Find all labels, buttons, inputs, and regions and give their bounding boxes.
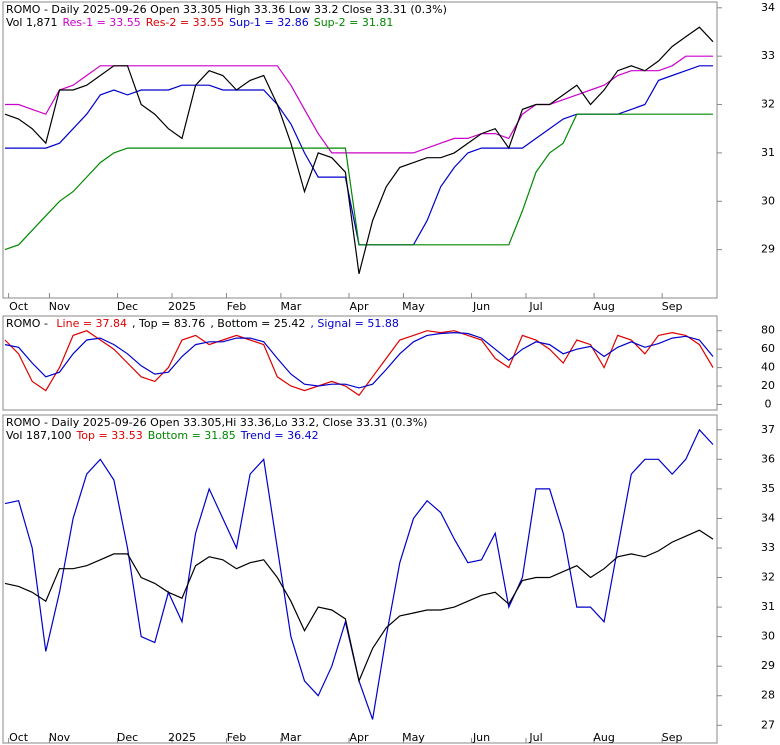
y-tick-label: 33: [761, 49, 775, 62]
panel-header: Vol 1,871 Res-1 = 33.55 Res-2 = 33.55 Sup-1…: [6, 16, 393, 29]
x-tick-label: May: [402, 731, 425, 744]
x-tick-label: 2025: [168, 300, 196, 313]
header-item: Res-1 = 33.55: [62, 16, 140, 29]
y-tick-label: 40: [761, 361, 775, 374]
y-tick-label: 33: [761, 541, 775, 554]
x-tick-label: Jul: [528, 731, 542, 744]
x-tick-label: Nov: [49, 300, 71, 313]
header-item: , Signal = 51.88: [310, 317, 398, 330]
x-tick-label: Jun: [472, 731, 490, 744]
x-tick-label: Sep: [662, 300, 683, 313]
y-tick-label: 31: [761, 600, 775, 613]
y-tick-label: 34: [761, 1, 775, 14]
panel-header: ROMO - Line = 37.84 , Top = 83.76 , Bottom…: [6, 317, 399, 330]
x-tick-label: Feb: [227, 731, 246, 744]
header-item: ROMO - Daily 2025-09-26 Open 33.305,Hi 3…: [6, 416, 427, 429]
panel-header: Vol 187,100 Top = 33.53 Bottom = 31.85 Tren…: [6, 429, 319, 442]
series-line: [4, 529, 714, 683]
x-tick-label: Apr: [349, 300, 369, 313]
header-item: ROMO - Daily 2025-09-26 Open 33.305 High…: [6, 3, 447, 16]
y-tick-label: 20: [761, 379, 775, 392]
panel-header: ROMO - Daily 2025-09-26 Open 33.305,Hi 3…: [6, 416, 427, 429]
header-item: ROMO -: [6, 317, 51, 330]
x-tick-label: Mar: [281, 731, 302, 744]
header-item: Trend = 36.42: [240, 429, 319, 442]
header-item: Top = 33.53: [75, 429, 142, 442]
header-item: , Top = 83.76: [132, 317, 205, 330]
y-tick-label: 30: [761, 194, 775, 207]
y-tick-label: 37: [761, 423, 775, 436]
header-item: Sup-2 = 31.81: [314, 16, 394, 29]
series-line: [4, 26, 714, 274]
x-tick-label: Jun: [472, 300, 490, 313]
x-tick-label: Aug: [593, 300, 614, 313]
y-tick-label: 80: [761, 324, 775, 337]
x-tick-label: Aug: [593, 731, 614, 744]
header-item: Vol 1,871: [6, 16, 57, 29]
x-tick-label: Dec: [117, 300, 138, 313]
y-tick-label: 60: [761, 342, 775, 355]
y-tick-label: 32: [761, 571, 775, 584]
x-tick-label: Oct: [9, 731, 29, 744]
series-line: [4, 331, 714, 389]
x-tick-label: Jul: [528, 300, 542, 313]
y-tick-label: 30: [761, 630, 775, 643]
x-tick-label: Dec: [117, 731, 138, 744]
y-tick-label: 29: [761, 659, 775, 672]
x-tick-label: Mar: [281, 300, 302, 313]
series-line: [4, 330, 714, 397]
y-tick-label: 32: [761, 98, 775, 111]
y-tick-label: 28: [761, 689, 775, 702]
y-tick-label: 29: [761, 243, 775, 256]
x-tick-label: Oct: [9, 300, 29, 313]
y-tick-label: 0: [765, 397, 772, 410]
panel-frame: [2, 414, 718, 744]
y-tick-label: 35: [761, 482, 775, 495]
header-item: Line = 37.84: [56, 317, 127, 330]
header-item: Vol 187,100: [6, 429, 71, 442]
x-tick-label: Apr: [349, 731, 369, 744]
x-tick-label: 2025: [168, 731, 196, 744]
y-tick-label: 34: [761, 511, 775, 524]
y-tick-label: 27: [761, 718, 775, 731]
header-item: Sup-1 = 32.86: [229, 16, 309, 29]
header-item: Res-2 = 33.55: [146, 16, 224, 29]
panel-frame: [2, 1, 718, 299]
y-tick-label: 31: [761, 146, 775, 159]
series-line: [4, 113, 713, 251]
panel-frame: [2, 315, 718, 411]
y-tick-label: 36: [761, 452, 775, 465]
x-tick-label: Nov: [49, 731, 71, 744]
x-tick-label: Sep: [662, 731, 683, 744]
x-tick-label: May: [402, 300, 425, 313]
x-tick-label: Feb: [227, 300, 246, 313]
header-item: , Bottom = 25.42: [210, 317, 305, 330]
header-item: Bottom = 31.85: [148, 429, 236, 442]
panel-header: ROMO - Daily 2025-09-26 Open 33.305 High…: [6, 3, 447, 16]
